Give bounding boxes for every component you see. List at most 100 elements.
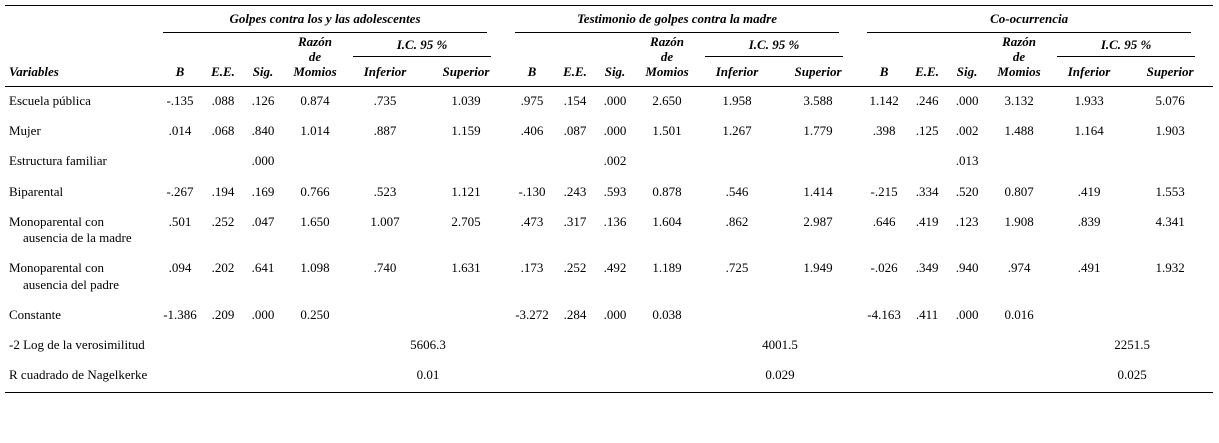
variables-column-header: Variables — [5, 5, 157, 87]
cell-razon-momios: 0.038 — [652, 306, 682, 322]
col-header-razon-momios: Razón de Momios — [635, 33, 700, 87]
cell-inferior — [347, 147, 423, 177]
table-row: Monoparental con ausencia del padre .094… — [5, 254, 1213, 301]
col-header-sig: Sig. — [243, 33, 283, 87]
cell-sig: .002 — [955, 123, 979, 139]
summary-row: -2 Log de la verosimilitud 5606.3 4001.5… — [5, 331, 1213, 361]
cell-b: .406 — [520, 123, 544, 139]
cell-ee: .087 — [563, 123, 587, 139]
cell-inferior: 1.933 — [1074, 92, 1104, 108]
cell-ee: .349 — [915, 260, 939, 276]
cell-sig: .000 — [955, 92, 979, 108]
table-header: Variables Golpes contra los y las adoles… — [5, 5, 1214, 87]
cell-b — [157, 147, 203, 177]
col-header-sig: Sig. — [947, 33, 988, 87]
table-row: Constante -1.386 .209 .000 0.250 -3.272 … — [5, 301, 1213, 331]
group-header-adolescentes: Golpes contra los y las adolescentes — [157, 6, 509, 33]
cell-b: -4.163 — [867, 306, 901, 322]
cell-b: 1.142 — [869, 92, 899, 108]
cell-ee: .419 — [915, 213, 939, 229]
cell-inferior — [1051, 147, 1127, 177]
cell-superior — [775, 301, 861, 331]
cell-superior: 1.159 — [451, 123, 481, 139]
cell-inferior: .491 — [1077, 260, 1101, 276]
col-header-inferior: Inferior — [347, 59, 423, 87]
cell-superior: 1.932 — [1155, 260, 1185, 276]
cell-inferior: .419 — [1077, 183, 1101, 199]
cell-superior: 1.903 — [1155, 123, 1185, 139]
cell-razon-momios: 1.189 — [652, 260, 682, 276]
cell-inferior: 1.958 — [722, 92, 752, 108]
ic95-label: I.C. 95 % — [1057, 37, 1196, 57]
cell-ee: .125 — [915, 123, 939, 139]
cell-razon-momios: 0.878 — [652, 183, 682, 199]
page: Variables Golpes contra los y las adoles… — [5, 5, 1214, 393]
col-header-razon-momios: Razón de Momios — [987, 33, 1052, 87]
empty-cell — [157, 361, 347, 392]
cell-superior: 1.631 — [451, 260, 481, 276]
cell-ee: .411 — [915, 306, 939, 322]
group-title: Co-ocurrencia — [867, 11, 1192, 33]
col-header-b: B — [157, 33, 203, 87]
cell-b: .173 — [520, 260, 544, 276]
cell-sig: .492 — [603, 260, 627, 276]
cell-inferior: .546 — [725, 183, 749, 199]
col-header-ee: E.E. — [907, 33, 948, 87]
cell-ee — [555, 147, 595, 177]
empty-cell — [509, 331, 699, 361]
cell-inferior: .725 — [725, 260, 749, 276]
row-label: Biparental — [9, 183, 64, 199]
cell-razon-momios: 3.132 — [1004, 92, 1034, 108]
cell-b: .646 — [872, 213, 896, 229]
cell-sig: .000 — [603, 306, 627, 322]
cell-superior: 3.588 — [803, 92, 833, 108]
cell-ee: .252 — [563, 260, 587, 276]
table-body: Escuela pública -.135 .088 .126 0.874 .7… — [5, 86, 1213, 392]
group-header-madre: Testimonio de golpes contra la madre — [509, 6, 861, 33]
row-label: Mujer — [9, 123, 41, 139]
cell-razon-momios: 1.908 — [1004, 213, 1034, 229]
cell-sig: .000 — [251, 153, 275, 169]
cell-superior: 2.705 — [451, 213, 481, 229]
cell-superior: 1.779 — [803, 123, 833, 139]
cell-razon-momios: 1.488 — [1004, 123, 1034, 139]
cell-superior: 5.076 — [1155, 92, 1185, 108]
row-label: Monoparental con ausencia del padre — [9, 260, 120, 292]
results-table: Variables Golpes contra los y las adoles… — [5, 5, 1214, 393]
cell-sig: .000 — [955, 306, 979, 322]
cell-inferior: 1.007 — [370, 213, 400, 229]
cell-sig: .593 — [603, 183, 627, 199]
cell-razon-momios: 0.807 — [1004, 183, 1034, 199]
cell-superior — [423, 147, 509, 177]
cell-b: -.026 — [870, 260, 898, 276]
cell-inferior: 1.267 — [722, 123, 752, 139]
cell-sig: .013 — [955, 153, 979, 169]
col-header-superior: Superior — [775, 59, 862, 87]
cell-inferior: .740 — [373, 260, 397, 276]
cell-superior: 4.341 — [1155, 213, 1185, 229]
cell-razon-momios: 1.098 — [300, 260, 330, 276]
row-label: -2 Log de la verosimilitud — [9, 337, 145, 353]
cell-b: -.267 — [166, 183, 194, 199]
row-label: Constante — [9, 306, 61, 322]
cell-sig: .126 — [251, 92, 275, 108]
group-title: Golpes contra los y las adolescentes — [163, 11, 488, 33]
cell-ee: .252 — [211, 213, 235, 229]
empty-cell — [509, 361, 699, 392]
group-header-row: Variables Golpes contra los y las adoles… — [5, 5, 1213, 87]
col-header-ic95: I.C. 95 % — [699, 33, 861, 59]
col-header-b: B — [861, 33, 908, 87]
subheader-row: B E.E. Sig. Razón de Momios I.C. 95 % B … — [5, 33, 1213, 87]
cell-b — [861, 147, 907, 177]
cell-sig: .940 — [955, 260, 979, 276]
col-header-ic95: I.C. 95 % — [1051, 33, 1213, 59]
cell-inferior — [1051, 301, 1127, 331]
cell-b: -.135 — [166, 92, 194, 108]
summary-value: 4001.5 — [762, 337, 798, 353]
cell-superior: 1.039 — [451, 92, 481, 108]
summary-value: 5606.3 — [410, 337, 446, 353]
ic-bounds-row: Inferior Superior Inferior Superior Infe… — [5, 59, 1214, 87]
cell-ee: .317 — [563, 213, 587, 229]
cell-ee: .194 — [211, 183, 235, 199]
table-row: Escuela pública -.135 .088 .126 0.874 .7… — [5, 86, 1213, 117]
